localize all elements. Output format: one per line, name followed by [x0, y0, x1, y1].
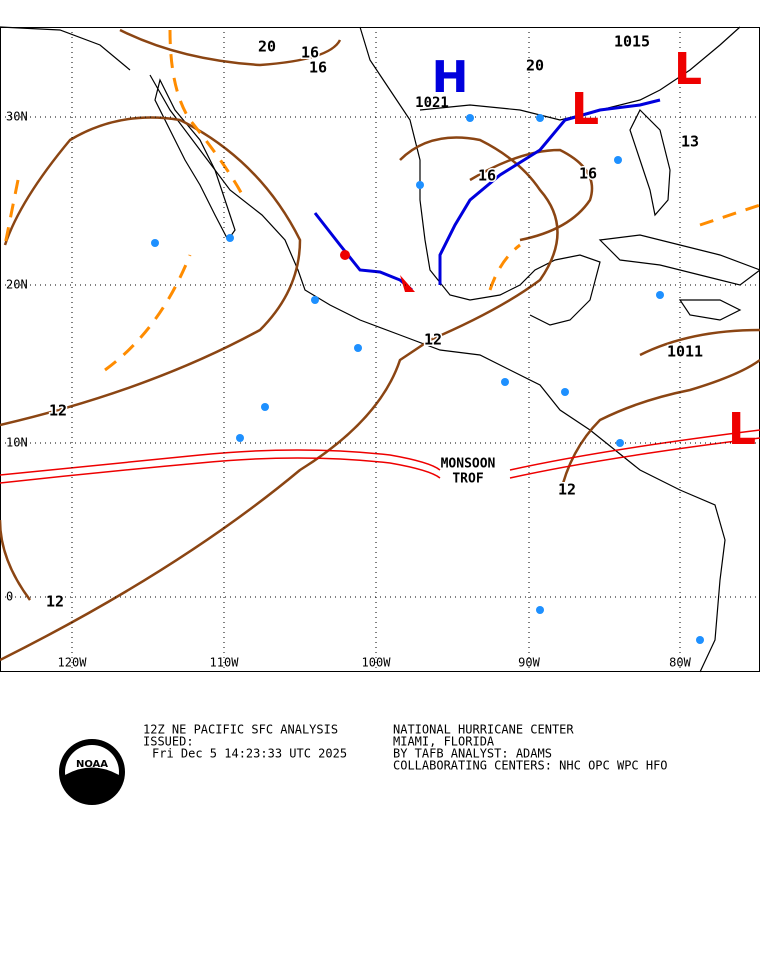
station-marker	[466, 114, 474, 122]
latitude-label: 0	[6, 590, 13, 604]
noaa-logo: NOAA	[59, 739, 125, 805]
longitude-label: 110W	[210, 656, 240, 670]
station-marker	[226, 234, 234, 242]
monsoon-trough	[0, 429, 760, 484]
isobar-label: 1011	[667, 343, 703, 361]
monsoon-trough-label: TROF	[452, 472, 483, 487]
troughs	[3, 29, 760, 372]
station-marker	[236, 434, 244, 442]
isobar-label: 16	[309, 59, 327, 77]
station-marker	[501, 378, 509, 386]
footer-text: MIAMI, FLORIDA	[393, 735, 495, 749]
station-marker	[614, 156, 622, 164]
isobar-label: 20	[526, 57, 544, 75]
isobar-label: 20	[258, 38, 276, 56]
isobar-label: 16	[301, 44, 319, 62]
isobar-label: 12	[46, 593, 64, 611]
station-marker	[656, 291, 664, 299]
isobars	[0, 28, 760, 662]
low-symbol: L	[728, 404, 756, 455]
station-marker	[696, 636, 704, 644]
latitude-label: 30N	[6, 110, 28, 124]
station-marker	[561, 388, 569, 396]
isobar-label: 12	[424, 331, 442, 349]
logo-text: NOAA	[76, 759, 108, 770]
low-symbol: L	[571, 84, 599, 135]
latitude-label: 10N	[6, 436, 28, 450]
isobar-label: 13	[681, 133, 699, 151]
station-marker	[616, 439, 624, 447]
latitude-label: 20N	[6, 278, 28, 292]
monsoon-trough-label: MONSOON	[441, 457, 496, 472]
footer-text: 12Z NE PACIFIC SFC ANALYSIS	[143, 723, 338, 737]
longitude-label: 90W	[518, 656, 540, 670]
footer-text: COLLABORATING CENTERS: NHC OPC WPC HFO	[393, 759, 668, 773]
occluded-front	[340, 250, 415, 292]
high-symbol: H	[432, 52, 469, 103]
station-marker	[261, 403, 269, 411]
station-marker	[354, 344, 362, 352]
coastlines	[0, 26, 760, 673]
isobar-label: 1015	[614, 33, 650, 51]
station-marker	[311, 296, 319, 304]
footer-text: Fri Dec 5 14:23:33 UTC 2025	[152, 747, 347, 761]
longitude-label: 80W	[669, 656, 691, 670]
low-symbol: L	[674, 44, 702, 95]
station-plots	[151, 114, 704, 644]
station-marker	[416, 181, 424, 189]
isobar-label: 16	[478, 167, 496, 185]
isobar-label: 12	[558, 481, 576, 499]
station-marker	[536, 606, 544, 614]
graticule	[0, 27, 760, 672]
isobar-label: 16	[579, 165, 597, 183]
isobar-label: 12	[49, 402, 67, 420]
station-marker	[151, 239, 159, 247]
map-frame	[0, 27, 760, 672]
high-pressure: 1021	[415, 95, 449, 111]
footer-text: NATIONAL HURRICANE CENTER	[393, 723, 574, 737]
longitude-label: 100W	[362, 656, 392, 670]
footer-text: BY TAFB ANALYST: ADAMS	[393, 747, 552, 761]
footer-text: ISSUED:	[143, 735, 194, 749]
station-marker	[536, 114, 544, 122]
longitude-label: 120W	[58, 656, 88, 670]
